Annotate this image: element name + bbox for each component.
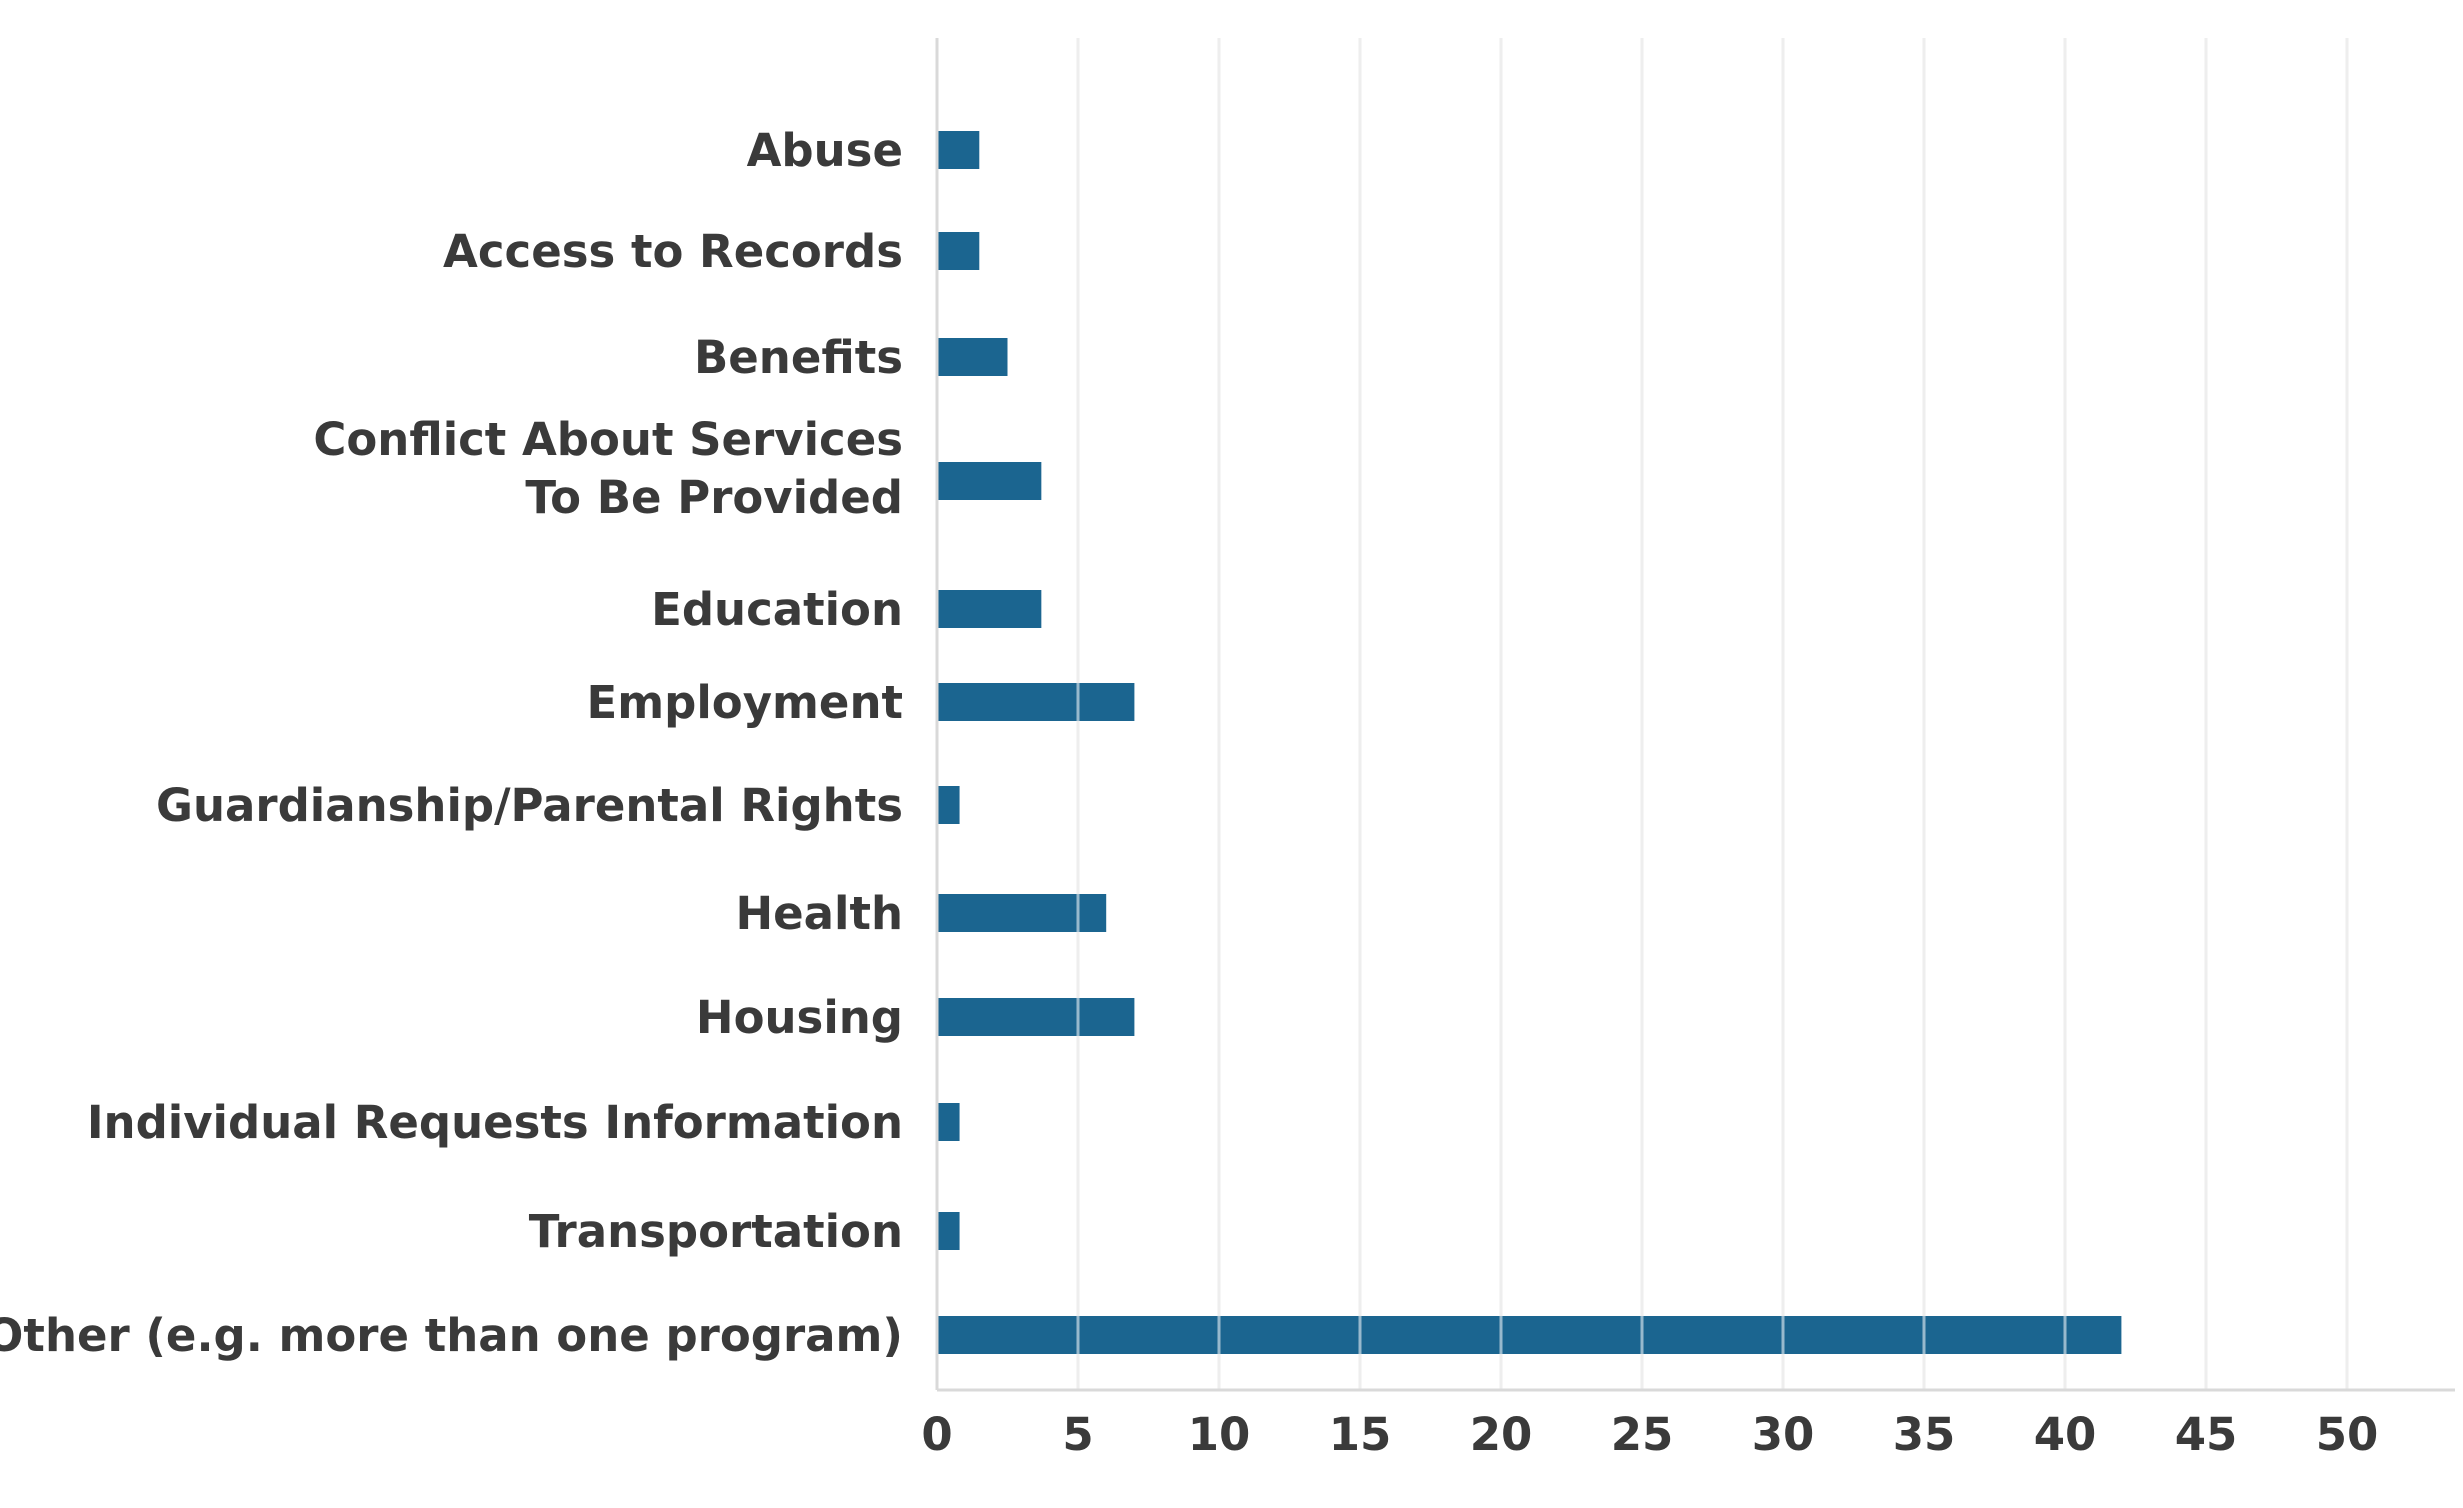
x-tick-label-15: 15 <box>1329 1408 1392 1461</box>
category-label-11: Other (e.g. more than one program) <box>0 1309 903 1362</box>
bar-9 <box>937 1103 960 1141</box>
bar-4 <box>937 590 1042 628</box>
category-label-2: Benefits <box>694 331 903 384</box>
x-tick-label-25: 25 <box>1611 1408 1674 1461</box>
x-tick-label-20: 20 <box>1470 1408 1533 1461</box>
category-label-10: Transportation <box>529 1205 903 1258</box>
bars <box>937 38 2349 1390</box>
x-tick-label-10: 10 <box>1188 1408 1251 1461</box>
bar-0 <box>937 131 980 169</box>
category-label-8: Housing <box>696 991 903 1044</box>
gridlines <box>1076 38 2349 1390</box>
category-label-4: Education <box>651 583 903 636</box>
category-label-3-line-1: To Be Provided <box>525 471 903 524</box>
bar-3 <box>937 462 1042 500</box>
x-tick-label-30: 30 <box>1752 1408 1815 1461</box>
x-tick-label-0: 0 <box>921 1408 952 1461</box>
category-label-1: Access to Records <box>443 225 903 278</box>
category-label-6: Guardianship/Parental Rights <box>156 779 903 832</box>
x-tick-label-5: 5 <box>1062 1408 1093 1461</box>
bar-1 <box>937 232 980 270</box>
x-tick-label-45: 45 <box>2175 1408 2238 1461</box>
bar-6 <box>937 786 960 824</box>
bar-2 <box>937 338 1008 376</box>
bar-11 <box>937 1316 2122 1354</box>
category-label-3-line-0: Conflict About Services <box>313 413 903 466</box>
x-tick-label-40: 40 <box>2034 1408 2097 1461</box>
category-label-9: Individual Requests Information <box>87 1096 903 1149</box>
category-labels: Abuse Access to Records Benefits Conflict A… <box>0 124 903 1362</box>
x-tick-labels: 0 5 10 15 20 25 30 35 40 45 50 <box>921 1408 2378 1461</box>
x-tick-label-50: 50 <box>2316 1408 2379 1461</box>
bar-5 <box>937 683 1135 721</box>
category-label-5: Employment <box>587 676 903 729</box>
category-label-7: Health <box>735 887 903 940</box>
bar-8 <box>937 998 1135 1036</box>
bar-7 <box>937 894 1107 932</box>
axes <box>935 38 2455 1392</box>
x-tick-label-35: 35 <box>1893 1408 1956 1461</box>
bar-10 <box>937 1212 960 1250</box>
category-label-0: Abuse <box>747 124 903 177</box>
